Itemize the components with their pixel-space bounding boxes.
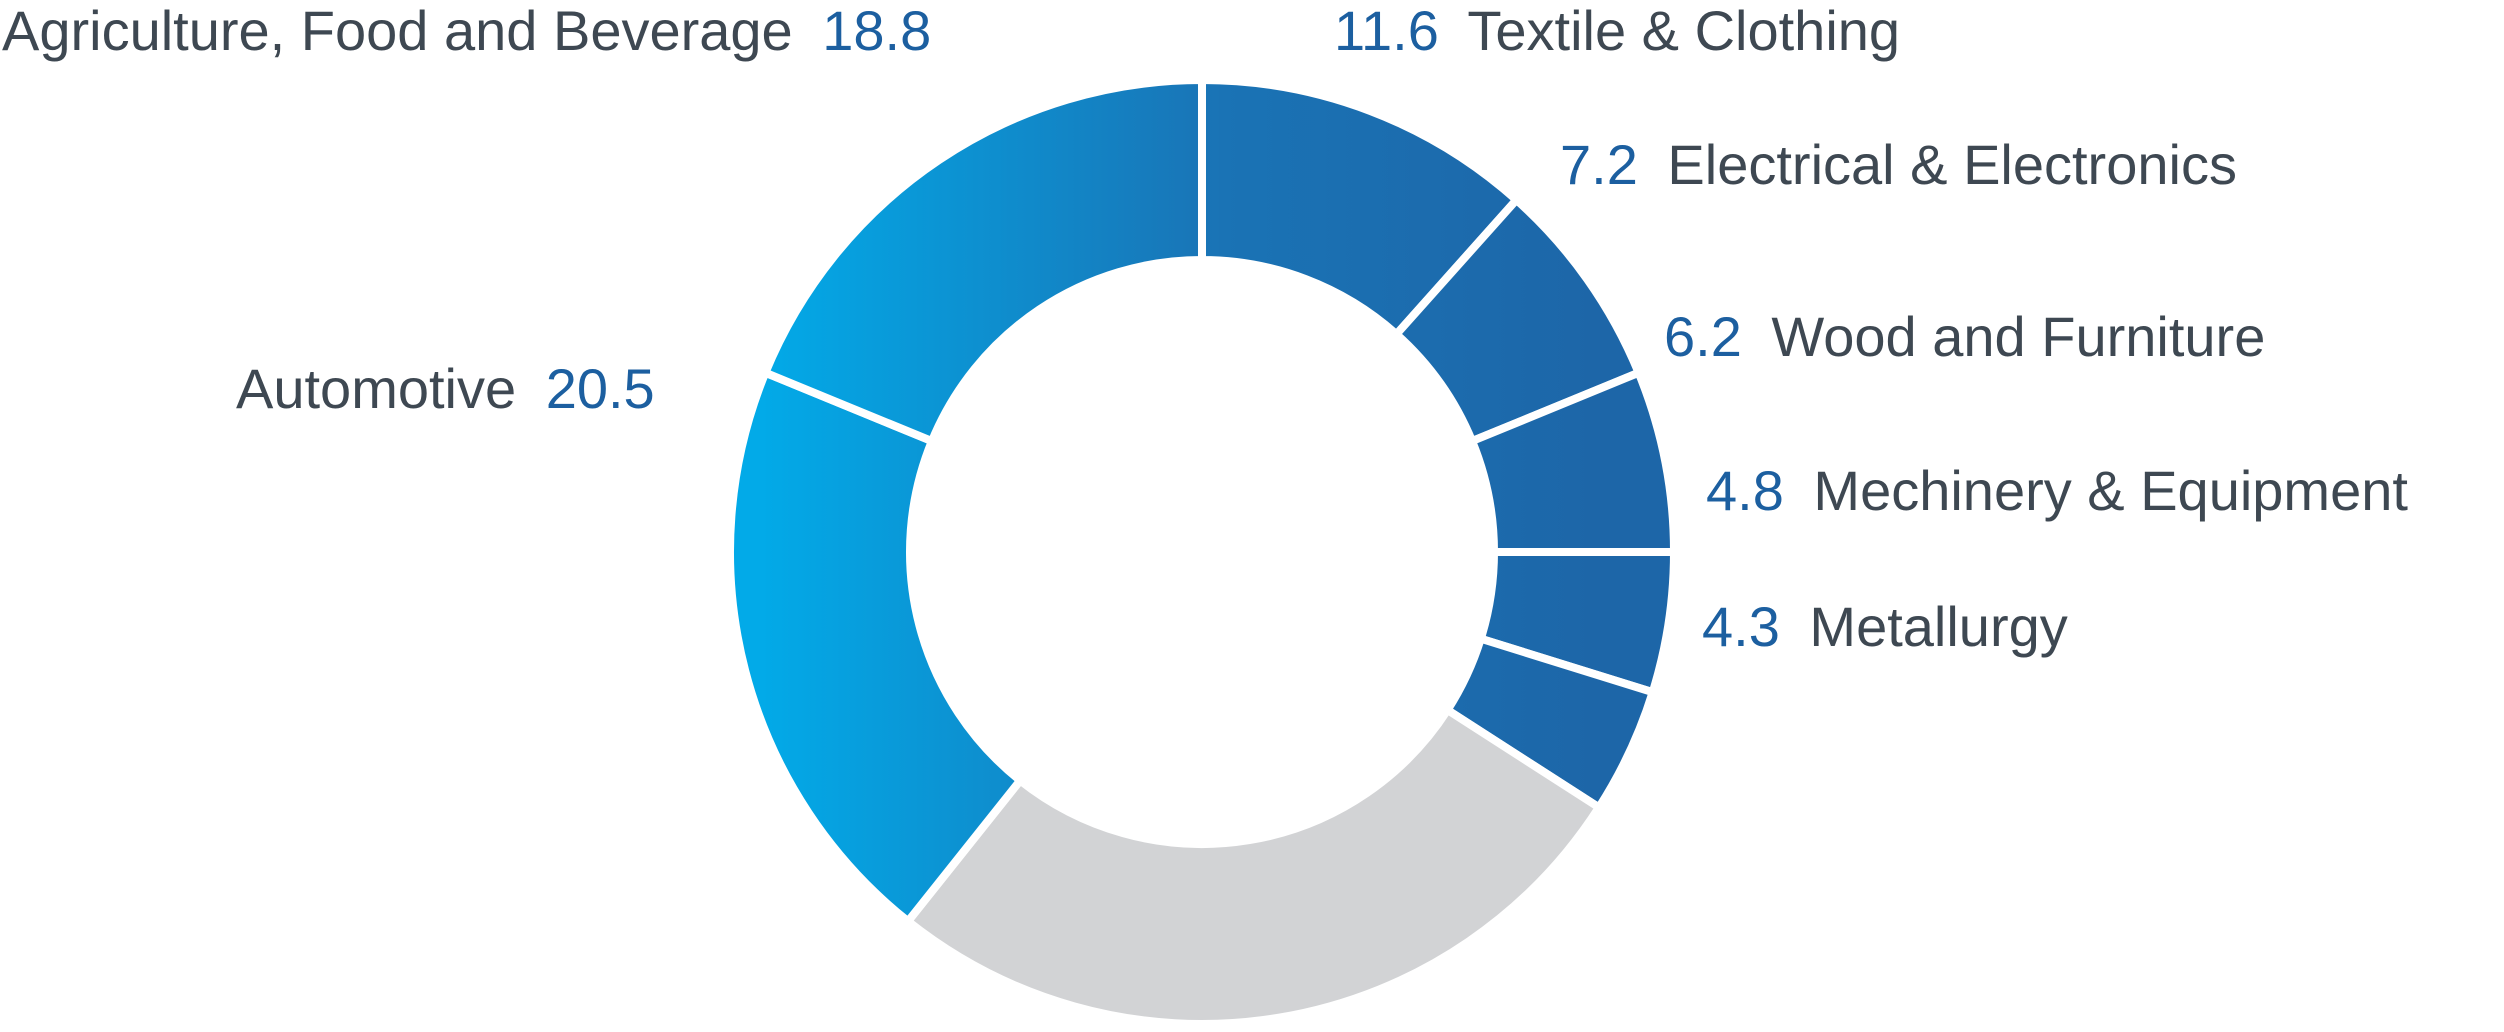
slice-label-metallurgy: 4.3 Metallurgy	[1702, 595, 2068, 658]
slice-label-machinery: 4.8 Mechinery & Equipment	[1706, 459, 2408, 522]
slice-label-agriculture: Agriculture, Food and Beverage 18.8	[2, 0, 931, 62]
slice-label-textile-name: Textile & Clothing	[1467, 0, 1900, 62]
slice-label-metallurgy-value: 4.3	[1702, 595, 1780, 658]
slice-label-textile: 11.6 Textile & Clothing	[1334, 0, 1900, 62]
slice-label-agriculture-name: Agriculture, Food and Beverage	[2, 0, 793, 62]
slice-label-automotive: Automotive 20.5	[236, 357, 655, 420]
slice-label-agriculture-value: 18.8	[822, 0, 931, 62]
slice-label-wood: 6.2 Wood and Furniture	[1664, 305, 2265, 368]
slice-label-machinery-name: Mechinery & Equipment	[1813, 459, 2408, 522]
donut-slice-6	[726, 367, 1026, 927]
donut-slice-7	[760, 75, 1206, 447]
slice-labels: Agriculture, Food and Beverage 18.8 11.6…	[2, 0, 2408, 658]
slice-label-electrical-name: Electrical & Electronics	[1667, 133, 2237, 196]
slice-label-textile-value: 11.6	[1334, 0, 1439, 62]
slice-label-electrical-value: 7.2	[1560, 133, 1638, 196]
slice-label-wood-name: Wood and Furniture	[1771, 305, 2265, 368]
slice-label-automotive-value: 20.5	[546, 357, 655, 420]
donut-slice-5	[902, 704, 1605, 1028]
slice-label-wood-value: 6.2	[1664, 305, 1742, 368]
slice-label-electrical: 7.2 Electrical & Electronics	[1560, 133, 2237, 196]
slice-label-machinery-value: 4.8	[1706, 459, 1784, 522]
slice-label-metallurgy-name: Metallurgy	[1809, 595, 2067, 658]
slice-label-automotive-name: Automotive	[236, 357, 516, 420]
donut-slices	[726, 75, 1679, 1028]
donut-slice-0	[1198, 75, 1523, 340]
